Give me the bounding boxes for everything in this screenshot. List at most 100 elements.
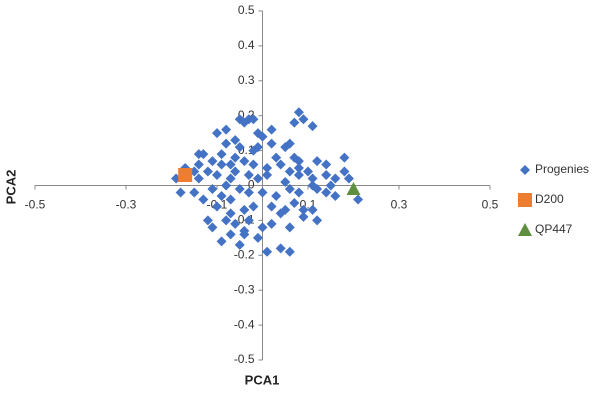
marker-diamond [248,114,259,125]
marker-square [518,193,532,207]
marker-diamond [252,142,263,153]
y-tick-label: 0.5 [238,3,255,17]
marker-diamond [207,183,218,194]
marker-diamond [207,222,218,233]
marker-diamond [312,215,323,226]
marker-diamond [230,152,241,163]
marker-diamond [303,166,313,177]
marker-diamond [293,163,304,174]
marker-diamond [225,229,236,240]
marker-diamond [239,225,250,236]
marker-diamond [339,152,350,163]
marker-diamond [225,208,236,219]
marker-diamond [202,215,213,226]
marker-diamond [293,187,304,198]
marker-diamond [271,190,282,201]
marker-diamond [193,159,204,170]
marker-diamond [271,152,282,163]
marker-diamond [225,194,236,205]
marker-diamond [312,183,323,194]
marker-diamond [221,180,232,191]
marker-diamond [284,222,295,233]
marker-diamond [298,204,309,215]
marker-diamond [257,131,268,142]
x-tick-label: -0.5 [25,198,46,212]
marker-diamond [293,107,304,118]
x-tick-label: 0.3 [391,198,408,212]
marker-diamond [330,190,341,201]
legend-label: Progenies [535,162,589,176]
y-tick-label: 0.4 [238,38,255,52]
marker-diamond [221,138,232,149]
marker-diamond [234,239,245,250]
marker-diamond [298,211,309,222]
y-tick-label: -0.5 [234,352,255,366]
marker-diamond [275,243,286,254]
marker-diamond [230,166,241,177]
marker-diamond [243,170,254,181]
marker-diamond [520,165,530,175]
marker-diamond [216,159,227,170]
marker-diamond [307,173,318,184]
y-tick-label: -0.3 [234,282,255,296]
marker-diamond [321,170,332,181]
marker-diamond [234,114,245,125]
marker-diamond [212,128,222,139]
marker-diamond [262,170,273,181]
marker-diamond [343,173,354,184]
marker-diamond [325,180,336,191]
marker-diamond [202,166,213,177]
marker-diamond [230,218,241,229]
legend-label: QP447 [535,222,573,236]
marker-diamond [207,156,218,167]
marker-diamond [266,138,277,149]
marker-diamond [198,194,209,205]
marker-diamond [266,218,277,229]
marker-diamond [212,170,222,181]
marker-diamond [234,142,245,153]
marker-diamond [216,190,227,201]
marker-diamond [193,173,204,184]
marker-diamond [284,246,295,257]
marker-diamond [234,183,245,194]
x-axis-title: PCA1 [245,372,280,387]
marker-diamond [275,159,286,170]
marker-diamond [353,194,364,205]
marker-diamond [248,201,259,212]
marker-diamond [321,187,332,198]
marker-diamond [257,222,268,233]
marker-diamond [252,232,263,243]
marker-diamond [307,204,318,215]
marker-diamond [312,156,323,167]
marker-diamond [221,124,232,135]
marker-triangle [518,223,532,236]
y-axis-title: PCA2 [3,170,18,205]
marker-diamond [321,159,332,170]
marker-diamond [212,201,222,212]
x-tick-label: 0.5 [482,198,499,212]
marker-diamond [225,173,236,184]
marker-diamond [298,114,309,125]
marker-diamond [216,236,227,247]
marker-square [178,168,193,183]
marker-diamond [293,170,304,181]
legend-label: D200 [535,192,564,206]
marker-diamond [293,156,304,167]
marker-diamond [284,183,295,194]
marker-diamond [289,197,300,208]
y-tick-label: 0.3 [238,73,255,87]
marker-diamond [248,159,259,170]
marker-diamond [189,187,200,198]
marker-diamond [239,204,250,215]
marker-diamond [284,166,295,177]
marker-triangle [346,181,361,195]
marker-diamond [262,163,273,174]
y-tick-label: -0.2 [234,247,255,261]
y-tick-label: 0 [248,178,255,192]
marker-diamond [289,117,300,128]
marker-diamond [307,121,318,132]
marker-diamond [243,187,254,198]
marker-diamond [266,124,277,135]
marker-diamond [225,159,236,170]
